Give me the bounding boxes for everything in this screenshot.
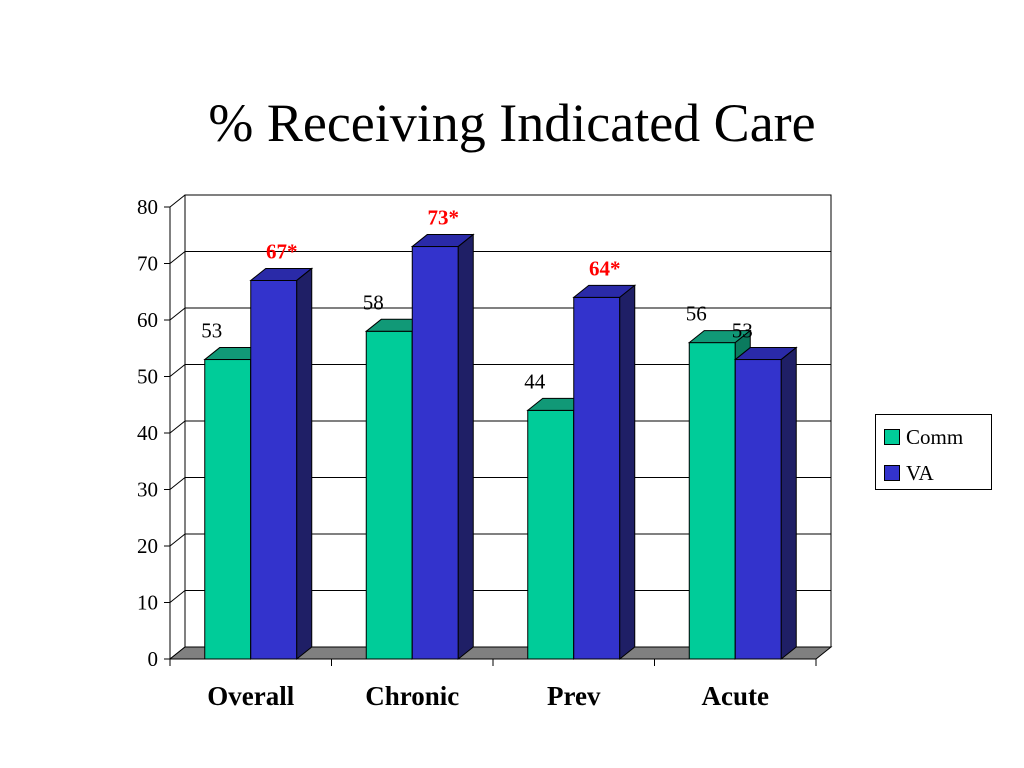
data-label: 67* xyxy=(266,239,298,263)
bar-va xyxy=(250,279,298,660)
gridline-side xyxy=(169,420,186,434)
gridline-side xyxy=(169,590,186,603)
gridline-side xyxy=(169,251,186,264)
y-tick-label: 10 xyxy=(137,591,158,615)
legend-swatch-comm xyxy=(884,429,900,445)
x-tick-label: Overall xyxy=(207,681,294,711)
legend-item-comm: Comm xyxy=(884,425,963,449)
bar-side-va xyxy=(296,267,313,661)
bar-comm xyxy=(204,359,252,660)
x-tick-label: Acute xyxy=(702,681,769,711)
data-label: 58 xyxy=(363,290,384,314)
y-tick-label: 40 xyxy=(137,421,158,445)
bar-side-va xyxy=(780,346,797,661)
gridline-side xyxy=(169,364,186,377)
y-tick-label: 60 xyxy=(137,308,158,332)
y-tick-label: 80 xyxy=(137,195,158,219)
y-tick-label: 30 xyxy=(137,478,158,502)
legend-label-comm: Comm xyxy=(906,424,964,449)
y-tick-label: 70 xyxy=(137,252,158,276)
data-label: 73* xyxy=(428,206,460,230)
bar-comm xyxy=(365,330,413,660)
gridline-side xyxy=(169,533,186,547)
y-tick-label: 0 xyxy=(148,647,159,671)
legend-item-va: VA xyxy=(884,461,934,485)
gridline-side xyxy=(169,307,186,321)
gridline-side xyxy=(169,477,186,490)
data-label: 44 xyxy=(524,369,546,393)
data-label: 53 xyxy=(732,319,753,343)
legend-swatch-va xyxy=(884,465,900,481)
bar-comm xyxy=(688,342,736,660)
data-label: 64* xyxy=(589,256,621,280)
bar-comm xyxy=(527,409,575,660)
bar-side-va xyxy=(619,284,636,661)
y-tick-label: 20 xyxy=(137,534,158,558)
bar-va xyxy=(411,246,459,660)
gridline-side xyxy=(169,194,186,208)
x-tick-label: Prev xyxy=(547,681,601,711)
data-label: 53 xyxy=(201,319,222,343)
bar-va xyxy=(734,359,782,660)
y-tick-label: 50 xyxy=(137,365,158,389)
legend-label-va: VA xyxy=(906,460,934,485)
data-label: 56 xyxy=(686,302,707,326)
page-title: % Receiving Indicated Care xyxy=(208,93,816,153)
bar-side-va xyxy=(457,233,474,661)
bar-va xyxy=(573,296,621,660)
x-tick-label: Chronic xyxy=(365,681,459,711)
chart-legend: Comm VA xyxy=(875,414,992,490)
